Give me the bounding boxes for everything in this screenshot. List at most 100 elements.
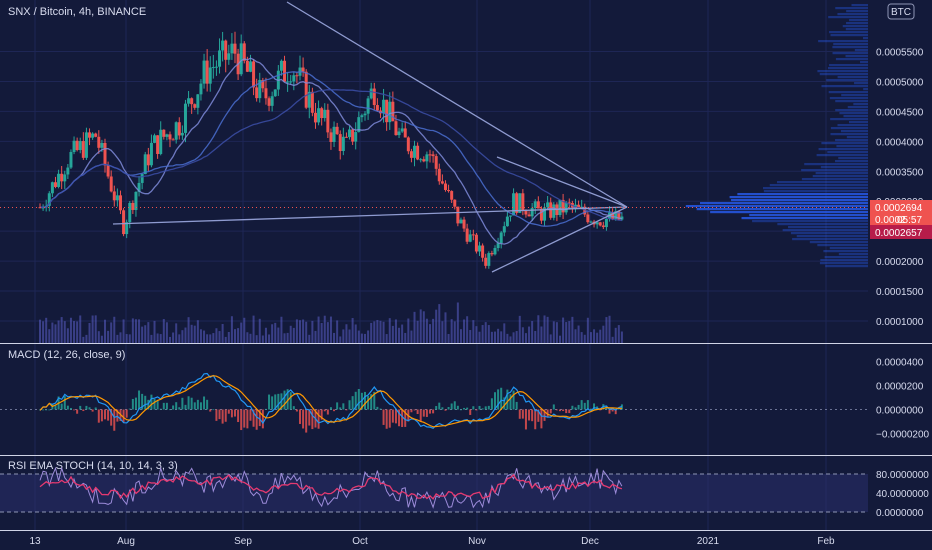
volume-profile-bar xyxy=(792,238,868,241)
candle-body xyxy=(456,206,460,224)
macd-histogram-bar xyxy=(94,407,97,410)
time-axis-tick: Sep xyxy=(234,536,252,547)
volume-bar xyxy=(357,330,360,343)
volume-bar xyxy=(614,327,617,343)
macd-histogram-bar xyxy=(159,408,162,410)
moving-averages xyxy=(40,57,623,245)
volume-bars xyxy=(39,302,623,343)
candle-body xyxy=(589,221,593,223)
candle-body xyxy=(122,210,126,235)
volume-bar xyxy=(524,333,527,343)
volume-profile-bar xyxy=(827,67,868,70)
volume-bar xyxy=(66,328,69,343)
macd-histogram-bar xyxy=(199,402,202,410)
candle-body xyxy=(400,128,404,132)
macd-histogram-bar xyxy=(531,409,534,422)
volume-profile-bar xyxy=(696,208,868,211)
macd-line xyxy=(39,372,623,430)
candle-body xyxy=(617,211,621,220)
volume-bar xyxy=(472,320,475,343)
volume-bar xyxy=(82,336,85,343)
macd-histogram-bar xyxy=(292,406,295,410)
macd-histogram-bar xyxy=(608,409,611,414)
macd-histogram-bar xyxy=(252,409,255,427)
volume-profile-bar xyxy=(788,226,868,229)
time-axis[interactable]: 13 Aug Sep Oct Nov Dec 2021 Feb xyxy=(29,536,835,547)
macd-histogram-bar xyxy=(494,392,496,410)
volume-bar xyxy=(518,315,521,343)
volume-bar xyxy=(546,316,549,343)
volume-bar xyxy=(422,311,425,343)
volume-bar xyxy=(528,326,531,343)
volume-bar xyxy=(435,309,438,343)
volume-bar xyxy=(466,316,469,343)
volume-bar xyxy=(432,318,435,343)
candle-body xyxy=(338,134,342,152)
macd-histogram-bar xyxy=(212,409,215,411)
volume-profile-bar xyxy=(741,217,868,220)
candle-body xyxy=(202,60,206,84)
volume-profile-bar xyxy=(835,100,868,103)
macd-histogram-bar xyxy=(515,401,518,410)
macd-histogram-bar xyxy=(147,399,150,410)
rsi-axis[interactable]: 80.0000000 40.0000000 0.0000000 xyxy=(876,470,929,519)
macd-histogram-bar xyxy=(398,409,401,427)
macd-axis-tick: 0.0000400 xyxy=(876,358,924,369)
candle-body xyxy=(301,67,305,72)
candle-body xyxy=(295,75,299,77)
last-price-tag: 0.0002694 xyxy=(870,200,932,214)
macd-histogram-bar xyxy=(497,389,500,410)
macd-histogram-bar xyxy=(326,409,329,415)
macd-histogram-bar xyxy=(305,409,308,433)
volume-bar xyxy=(243,317,246,343)
price-axis-tick: 0.0005500 xyxy=(876,48,924,59)
volume-bar xyxy=(326,322,329,343)
candle-body xyxy=(227,53,231,60)
volume-bar xyxy=(156,333,159,343)
candle-body xyxy=(577,204,581,208)
candle-body xyxy=(348,129,352,138)
candle-body xyxy=(224,40,228,60)
macd-histogram-bar xyxy=(323,409,326,412)
macd-histogram-bar xyxy=(459,409,462,411)
volume-bar xyxy=(521,327,524,343)
currency-badge[interactable]: BTC xyxy=(887,3,915,20)
candle-body xyxy=(193,104,197,108)
macd-histogram-bar xyxy=(215,409,218,421)
macd-histogram-bar xyxy=(336,402,339,410)
candle-body xyxy=(286,81,290,83)
volume-bar xyxy=(79,315,82,343)
volume-profile-bar xyxy=(828,91,868,94)
macd-histogram-bar xyxy=(568,409,571,414)
macd-axis[interactable]: 0.0000400 0.0000200 0.0000000 −0.0000200 xyxy=(876,358,930,441)
volume-bar xyxy=(258,318,261,343)
macd-histogram-bar xyxy=(69,407,72,410)
macd-histogram-bar xyxy=(302,409,305,429)
volume-bar xyxy=(144,325,147,343)
macd-histogram-bar xyxy=(224,409,227,422)
volume-bar xyxy=(292,327,295,343)
volume-bar xyxy=(299,320,301,343)
macd-histogram-bar xyxy=(54,404,57,410)
macd-histogram-bar xyxy=(376,406,379,410)
volume-profile-bar xyxy=(817,70,868,73)
candle-body xyxy=(543,207,547,221)
volume-bar xyxy=(218,331,221,343)
volume-bar xyxy=(611,336,614,343)
macd-histogram-bar xyxy=(463,407,466,410)
macd-histogram-bar xyxy=(571,405,574,410)
volume-profile-bar xyxy=(860,61,868,64)
volume-bar xyxy=(450,319,453,343)
macd-histogram-bar xyxy=(66,405,69,410)
volume-bar xyxy=(88,322,91,343)
volume-bar xyxy=(419,309,422,343)
macd-histogram-bar xyxy=(599,409,602,411)
macd-histogram-bar xyxy=(562,409,565,412)
macd-title: MACD (12, 26, close, 9) xyxy=(8,349,125,361)
volume-bar xyxy=(329,316,332,343)
volume-bar xyxy=(596,332,599,343)
volume-bar xyxy=(413,311,416,343)
macd-histogram-bar xyxy=(379,408,382,410)
volume-profile-bar xyxy=(817,244,868,247)
macd-histogram-bar xyxy=(255,409,258,430)
